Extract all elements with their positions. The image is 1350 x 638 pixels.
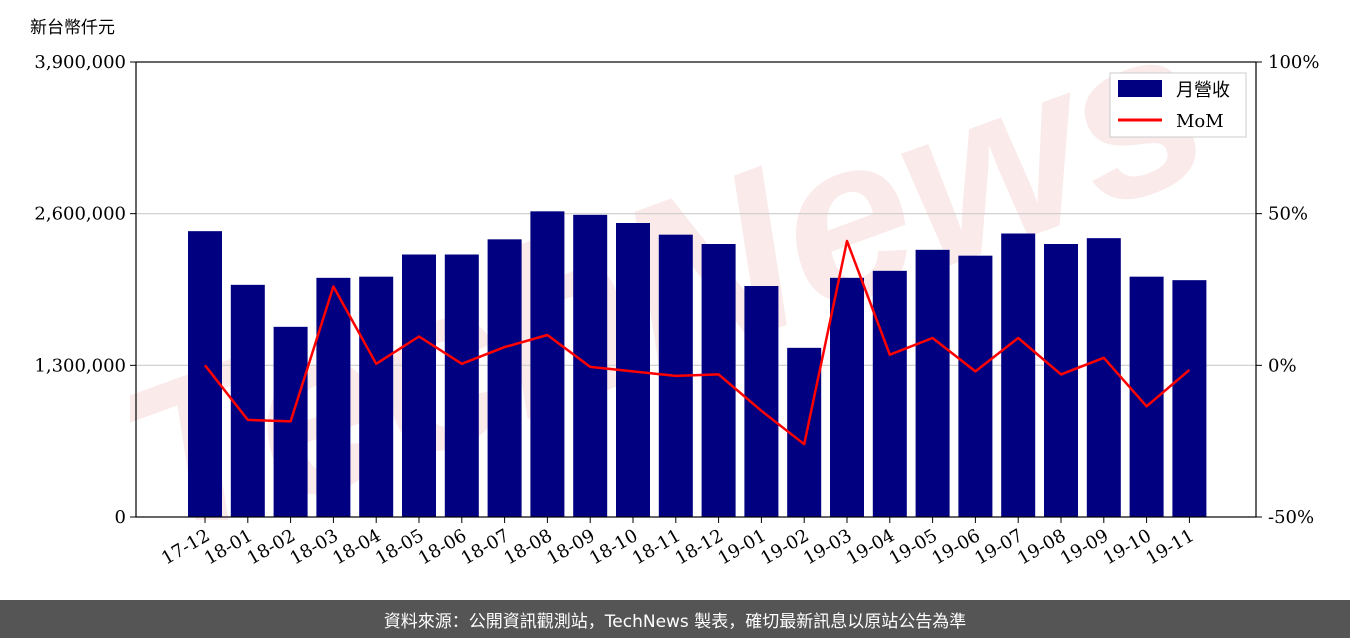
revenue-bar (402, 254, 436, 517)
x-tick-label: 19-08 (1014, 525, 1069, 569)
legend: 月營收 MoM (1109, 72, 1247, 138)
plot-frame (135, 61, 1257, 518)
x-tick-label: 19-02 (757, 525, 812, 569)
revenue-bar (787, 347, 822, 517)
left-y-axis: 0 1,300,000 2,600,000 3,900,000 (34, 52, 136, 528)
legend-label-revenue: 月營收 (1176, 80, 1230, 101)
revenue-bar (230, 284, 265, 517)
x-tick-label: 18-04 (329, 525, 384, 569)
revenue-bar (444, 254, 479, 517)
revenue-bar (188, 231, 222, 517)
x-tick-label: 19-07 (971, 525, 1026, 569)
x-tick-label: 19-09 (1057, 525, 1112, 569)
footer-text: 資料來源：公開資訊觀測站，TechNews 製表，確切最新訊息以原站公告為準 (383, 611, 967, 632)
left-tick-label: 2,600,000 (34, 204, 126, 225)
monthly-revenue-chart: 新台幣仟元 0 1,300,000 2,600,000 3,900,000 -50% 0… (30, 18, 1319, 569)
x-tick-label: 18-10 (586, 525, 641, 569)
revenue-bar (830, 277, 864, 517)
left-tick-label: 3,900,000 (34, 52, 126, 73)
x-tick-label: 18-07 (458, 525, 513, 569)
mom-line-layer (204, 239, 1191, 446)
revenue-bar (1001, 233, 1036, 517)
right-tick-label: 50% (1268, 204, 1308, 225)
x-tick-label: 19-06 (928, 525, 983, 569)
y-axis-unit-label: 新台幣仟元 (30, 18, 115, 38)
revenue-bar (872, 270, 907, 517)
legend-label-mom: MoM (1176, 111, 1224, 132)
mom-line (204, 239, 1191, 446)
x-tick-label: 18-08 (500, 525, 555, 569)
right-y-axis: -50% 0% 50% 100% (1256, 52, 1319, 528)
right-tick-label: 0% (1268, 355, 1297, 376)
left-tick-label: 1,300,000 (34, 355, 126, 376)
revenue-bar (1086, 238, 1121, 517)
right-tick-label: -50% (1268, 507, 1314, 528)
revenue-bars (188, 211, 1207, 518)
revenue-bar (1044, 244, 1078, 517)
revenue-bar (958, 255, 993, 517)
x-tick-label: 18-09 (543, 525, 598, 569)
revenue-bar (316, 277, 351, 517)
right-tick-label: 100% (1268, 52, 1319, 73)
x-tick-label: 18-02 (244, 525, 299, 569)
x-tick-label: 19-03 (800, 525, 855, 569)
source-footer: 資料來源：公開資訊觀測站，TechNews 製表，確切最新訊息以原站公告為準 (0, 600, 1350, 638)
x-tick-label: 18-05 (372, 525, 427, 569)
revenue-bar (359, 276, 394, 517)
revenue-bar (915, 249, 950, 518)
x-tick-label: 18-12 (672, 525, 727, 569)
revenue-bar (487, 239, 522, 518)
x-tick-label: 19-05 (886, 525, 941, 569)
revenue-bar (530, 211, 565, 518)
x-tick-label: 18-01 (201, 525, 256, 569)
left-tick-label: 0 (115, 507, 126, 528)
x-tick-label: 19-10 (1100, 525, 1155, 569)
x-tick-label: 18-03 (286, 525, 341, 569)
x-tick-label: 18-06 (415, 525, 470, 569)
x-tick-label: 17-12 (158, 525, 213, 569)
x-tick-label: 18-11 (629, 525, 684, 569)
x-tick-label: 19-11 (1142, 525, 1197, 569)
x-tick-label: 19-01 (714, 525, 769, 569)
x-axis: 17-1218-0118-0218-0318-0418-0518-0618-07… (158, 517, 1198, 569)
x-tick-label: 19-04 (843, 525, 898, 569)
revenue-bar (1172, 280, 1207, 517)
legend-bar-swatch (1118, 80, 1162, 97)
revenue-bar (701, 244, 736, 517)
